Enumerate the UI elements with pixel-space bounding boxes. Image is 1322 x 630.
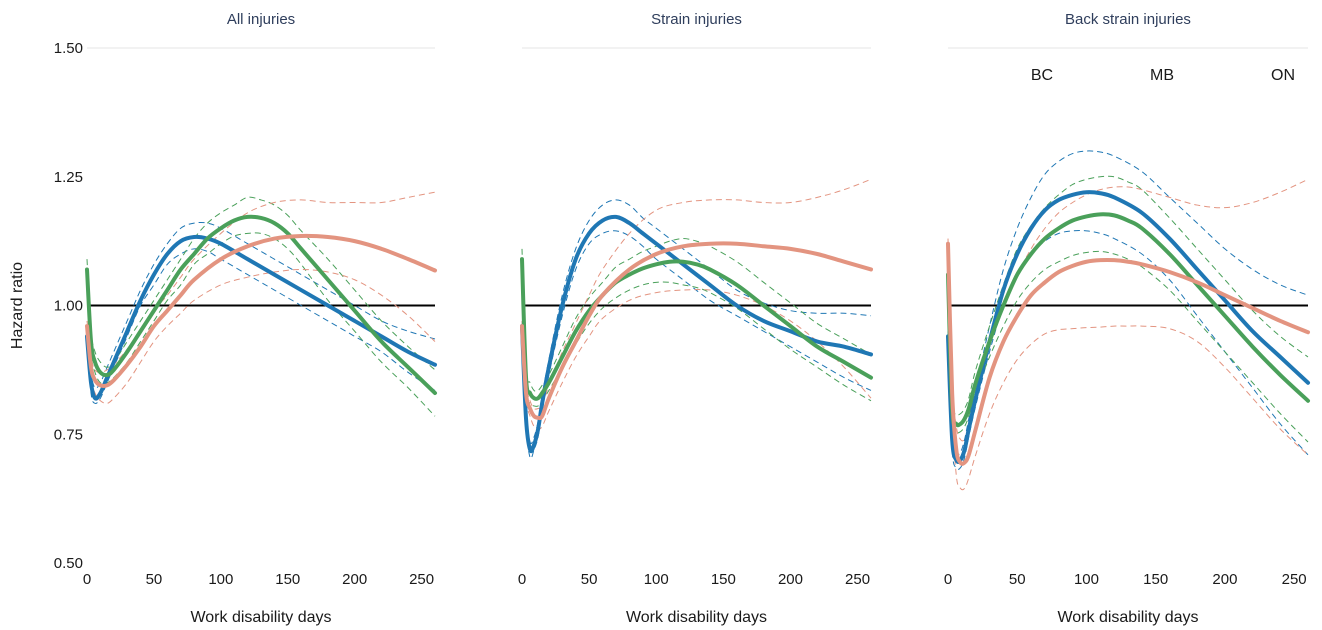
x-tick-label: 200 <box>342 571 367 588</box>
series-line <box>520 214 873 454</box>
ci-lower-line <box>947 250 1309 443</box>
panel-title: Strain injuries <box>651 11 742 28</box>
series-line <box>946 212 1310 428</box>
x-tick-label: 250 <box>845 571 870 588</box>
x-tick-label: 200 <box>1212 571 1237 588</box>
panel-title: Back strain injuries <box>1065 11 1191 28</box>
x-tick-label: 100 <box>208 571 233 588</box>
ci-lower-line <box>86 232 436 417</box>
x-tick-label: 100 <box>644 571 669 588</box>
x-tick-label: 0 <box>83 571 91 588</box>
x-tick-label: 150 <box>711 571 736 588</box>
ci-upper-line <box>521 199 872 445</box>
panel-title: All injuries <box>227 11 295 28</box>
y-axis-label: Hazard ratio <box>9 262 26 349</box>
ci-upper-line <box>86 196 436 371</box>
x-tick-label: 200 <box>778 571 803 588</box>
ci-upper-line <box>947 178 1309 442</box>
x-axis-label: Work disability days <box>1057 609 1198 626</box>
y-tick-label: 1.00 <box>54 298 83 315</box>
ci-upper-line <box>947 150 1309 456</box>
series-line <box>85 234 437 401</box>
x-tick-label: 150 <box>1143 571 1168 588</box>
y-tick-label: 1.25 <box>54 169 83 186</box>
series-line <box>946 241 1310 466</box>
series-line <box>85 214 437 396</box>
legend-label: BC <box>1031 67 1053 84</box>
series-line <box>85 233 437 388</box>
ci-lower-line <box>521 269 872 407</box>
x-tick-label: 50 <box>146 571 163 588</box>
y-tick-label: 1.50 <box>54 40 83 57</box>
legend-label: MB <box>1150 67 1174 84</box>
x-tick-label: 100 <box>1074 571 1099 588</box>
x-tick-label: 50 <box>1009 571 1026 588</box>
series-line <box>520 241 873 421</box>
ci-upper-line <box>947 175 1309 416</box>
text-layer: 0.50 0.75 1.00 1.25 1.50 Hazard ratio All inju… <box>9 11 1307 626</box>
ci-lower-line <box>521 289 872 430</box>
x-axis-label: Work disability days <box>190 609 331 626</box>
ci-lower-line <box>86 248 436 405</box>
legend-label: ON <box>1271 67 1295 84</box>
x-axis-label: Work disability days <box>626 609 767 626</box>
ci-upper-line <box>86 191 436 373</box>
y-tick-label: 0.75 <box>54 426 83 443</box>
x-tick-label: 250 <box>1282 571 1307 588</box>
x-tick-label: 50 <box>581 571 598 588</box>
series-line <box>946 190 1310 464</box>
x-tick-label: 150 <box>275 571 300 588</box>
x-tick-label: 0 <box>944 571 952 588</box>
series-line <box>520 257 873 401</box>
ci-lower-line <box>947 230 1309 470</box>
x-tick-label: 250 <box>409 571 434 588</box>
ci-upper-line <box>521 238 872 392</box>
ci-lower-line <box>947 248 1309 491</box>
series-layer <box>85 150 1310 491</box>
x-tick-label: 0 <box>518 571 526 588</box>
ci-lower-line <box>86 268 436 404</box>
y-tick-label: 0.50 <box>54 555 83 572</box>
ci-upper-line <box>521 178 872 410</box>
